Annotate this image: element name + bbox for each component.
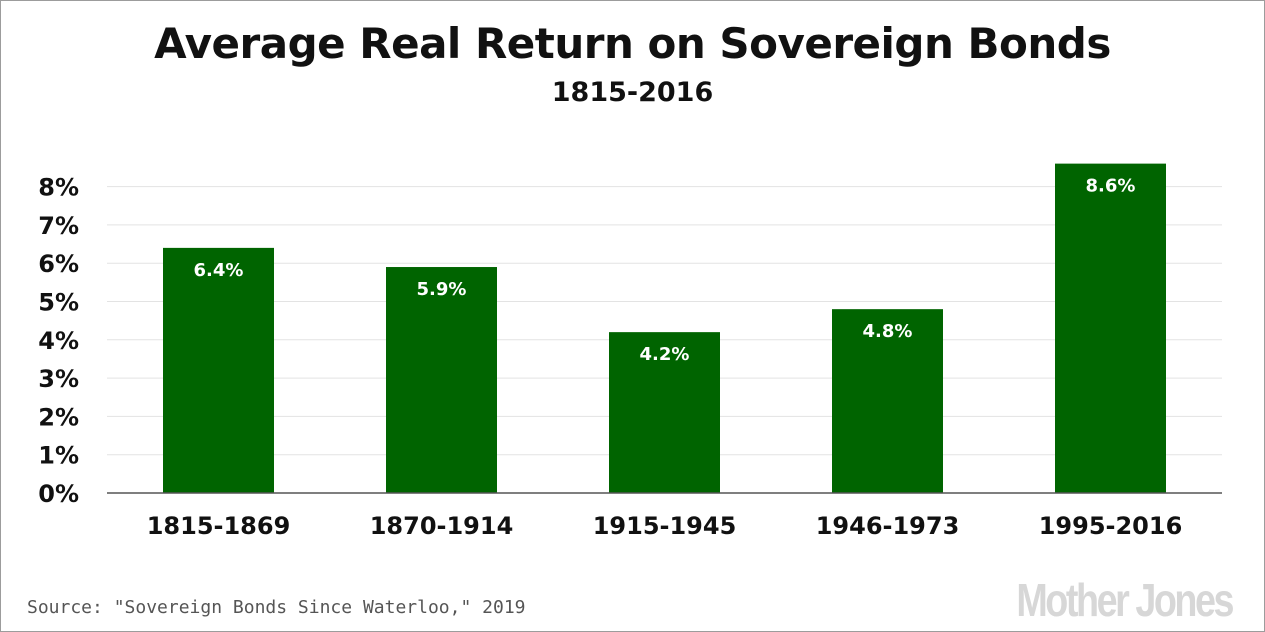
y-tick-label: 8% [38,174,79,202]
x-category-label: 1815-1869 [147,512,291,540]
x-category-label: 1995-2016 [1039,512,1183,540]
bar-value-label: 8.6% [1086,176,1136,197]
y-tick-label: 0% [38,480,79,508]
x-category-label: 1870-1914 [370,512,514,540]
x-category-label: 1915-1945 [593,512,737,540]
y-tick-label: 1% [38,442,79,470]
bar-value-label: 4.8% [863,321,913,342]
bar [163,247,274,493]
bar-value-label: 5.9% [417,279,467,300]
chart-subtitle: 1815-2016 [551,77,714,108]
y-tick-label: 7% [38,212,79,240]
bar [609,332,720,493]
x-category-label: 1946-1973 [816,512,960,540]
bar [1055,163,1166,493]
y-tick-label: 4% [38,327,79,355]
y-tick-label: 3% [38,365,79,393]
publisher-logo: Mother Jones [1016,574,1234,626]
source-note: Source: "Sovereign Bonds Since Waterloo,… [27,597,526,618]
chart-title: Average Real Return on Sovereign Bonds [154,19,1111,68]
y-tick-label: 5% [38,289,79,317]
y-tick-label: 6% [38,250,79,278]
bar-value-label: 6.4% [194,260,244,281]
y-tick-label: 2% [38,403,79,431]
bar [832,309,943,493]
bar [386,267,497,493]
bar-value-label: 4.2% [640,344,690,365]
